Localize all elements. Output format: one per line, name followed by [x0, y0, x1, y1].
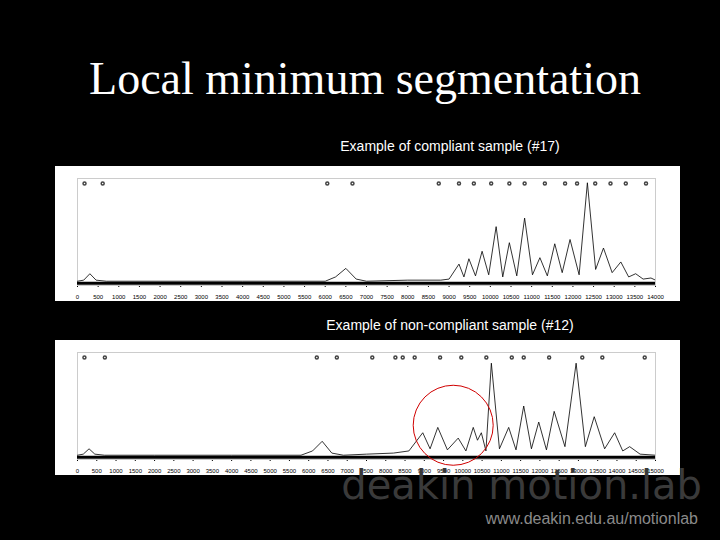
svg-text:0: 0 — [76, 294, 80, 300]
svg-text:500: 500 — [92, 468, 103, 474]
html-text:Local minimum segmentation: Local minimum segmentation — [89, 53, 641, 104]
svg-text:6500: 6500 — [339, 294, 353, 300]
svg-text:10000: 10000 — [482, 294, 499, 300]
svg-text:12000: 12000 — [565, 294, 582, 300]
svg-text:4000: 4000 — [236, 294, 250, 300]
svg-text:10500: 10500 — [503, 294, 520, 300]
svg-text:8000: 8000 — [401, 294, 415, 300]
svg-text:5500: 5500 — [283, 468, 297, 474]
svg-text:2000: 2000 — [153, 294, 167, 300]
svg-text:9000: 9000 — [442, 294, 456, 300]
html-text:www.deakin.edu.au/motionlab: www.deakin.edu.au/motionlab — [485, 510, 698, 527]
svg-text:6000: 6000 — [319, 294, 333, 300]
html-text:Example of compliant sample (#: Example of compliant sample (#17) — [340, 138, 560, 154]
svg-text:2500: 2500 — [174, 294, 188, 300]
svg-text:6500: 6500 — [321, 468, 335, 474]
svg-text:11000: 11000 — [524, 294, 541, 300]
svg-text:3000: 3000 — [186, 468, 200, 474]
svg-text:4500: 4500 — [244, 468, 258, 474]
svg-text:7500: 7500 — [380, 294, 394, 300]
html-text:Example of non-compliant sampl: Example of non-compliant sample (#12) — [326, 317, 574, 333]
svg-text:14000: 14000 — [647, 294, 664, 300]
svg-text:9500: 9500 — [463, 294, 477, 300]
svg-text:3000: 3000 — [195, 294, 209, 300]
svg-text:0: 0 — [76, 468, 80, 474]
html-text:deakin motion.lab: deakin motion.lab — [341, 462, 702, 508]
svg-text:1500: 1500 — [133, 294, 147, 300]
svg-text:500: 500 — [93, 294, 104, 300]
svg-text:3500: 3500 — [215, 294, 229, 300]
svg-text:13500: 13500 — [627, 294, 644, 300]
svg-text:8500: 8500 — [422, 294, 436, 300]
svg-text:4500: 4500 — [257, 294, 271, 300]
svg-text:1000: 1000 — [109, 468, 123, 474]
svg-text:5000: 5000 — [263, 468, 277, 474]
svg-text:2000: 2000 — [148, 468, 162, 474]
svg-text:13000: 13000 — [606, 294, 623, 300]
html-text:10000 10500 11000 11500 12000: 10000 10500 11000 11500 12000 12500 1300… — [454, 467, 664, 474]
svg-text:6000: 6000 — [302, 468, 316, 474]
svg-text:12500: 12500 — [585, 294, 602, 300]
svg-text:1000: 1000 — [112, 294, 126, 300]
svg-text:7000: 7000 — [360, 294, 374, 300]
svg-text:3500: 3500 — [206, 468, 220, 474]
svg-text:2500: 2500 — [167, 468, 181, 474]
svg-text:5500: 5500 — [298, 294, 312, 300]
svg-text:5000: 5000 — [277, 294, 291, 300]
svg-text:4000: 4000 — [225, 468, 239, 474]
svg-text:1500: 1500 — [129, 468, 143, 474]
svg-text:11500: 11500 — [544, 294, 561, 300]
